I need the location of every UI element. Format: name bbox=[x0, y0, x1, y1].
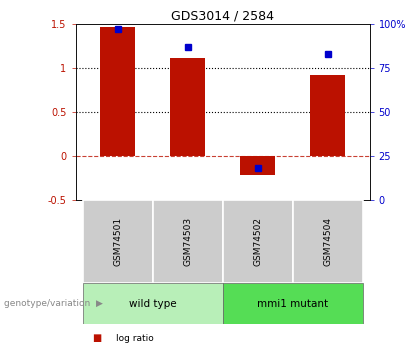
Bar bbox=[152, 200, 223, 283]
Bar bbox=[83, 283, 223, 324]
Text: genotype/variation  ▶: genotype/variation ▶ bbox=[4, 299, 103, 308]
Text: GSM74502: GSM74502 bbox=[253, 217, 262, 266]
Bar bbox=[83, 200, 152, 283]
Text: GSM74501: GSM74501 bbox=[113, 217, 122, 266]
Text: GSM74503: GSM74503 bbox=[183, 217, 192, 266]
Text: mmi1 mutant: mmi1 mutant bbox=[257, 299, 328, 308]
Bar bbox=[293, 200, 362, 283]
Bar bbox=[223, 283, 362, 324]
Bar bbox=[310, 75, 345, 156]
Text: GSM74504: GSM74504 bbox=[323, 217, 332, 266]
Bar bbox=[100, 27, 135, 156]
Bar bbox=[170, 58, 205, 156]
Bar bbox=[223, 200, 293, 283]
Title: GDS3014 / 2584: GDS3014 / 2584 bbox=[171, 10, 274, 23]
Text: log ratio: log ratio bbox=[116, 334, 153, 343]
Bar bbox=[240, 156, 275, 176]
Text: ■: ■ bbox=[92, 333, 102, 343]
Text: wild type: wild type bbox=[129, 299, 176, 308]
